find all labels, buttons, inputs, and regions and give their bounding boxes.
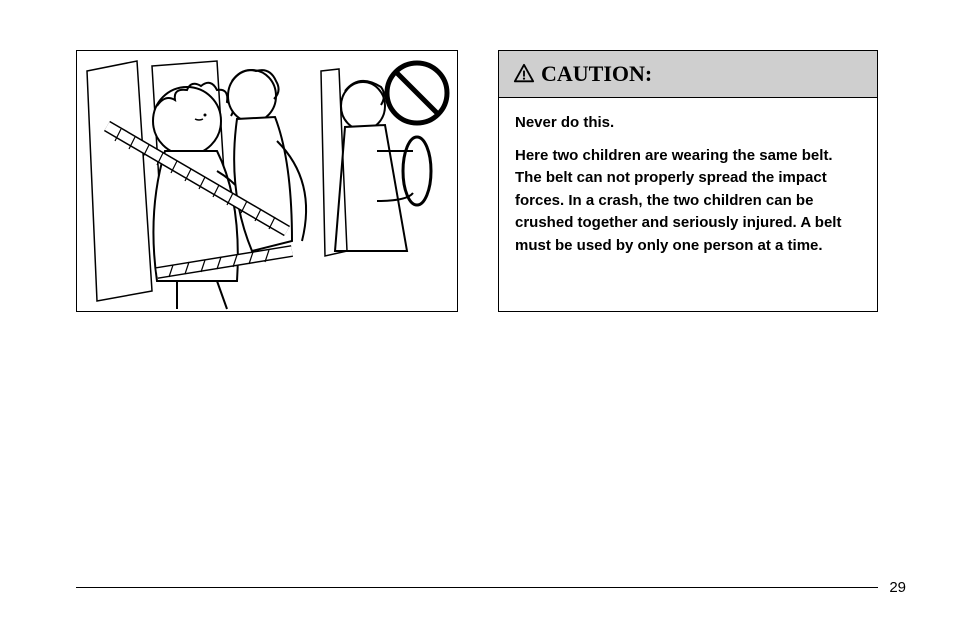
page: CAUTION: Never do this. Here two childre… [0, 0, 954, 636]
caution-paragraph: Here two children are wearing the same b… [515, 145, 861, 258]
footer-rule [76, 587, 878, 588]
caution-header: CAUTION: [499, 51, 877, 98]
caution-box: CAUTION: Never do this. Here two childre… [498, 50, 878, 312]
illustration-panel [76, 50, 458, 312]
content-row: CAUTION: Never do this. Here two childre… [76, 50, 878, 312]
caution-paragraph: Never do this. [515, 112, 861, 135]
caution-body: Never do this. Here two children are wea… [499, 98, 877, 277]
prohibition-icon [387, 63, 447, 123]
seatbelt-illustration [77, 51, 457, 311]
warning-triangle-icon [513, 63, 535, 85]
caution-title: CAUTION: [541, 61, 652, 87]
page-number: 29 [889, 579, 906, 596]
